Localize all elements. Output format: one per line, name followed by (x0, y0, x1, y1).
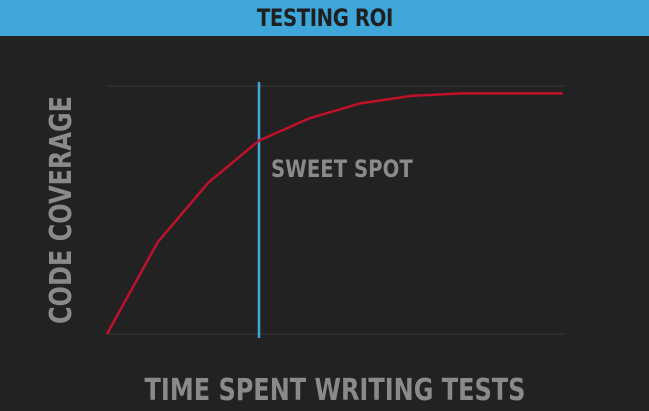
x-axis-label: TIME SPENT WRITING TESTS (145, 373, 526, 407)
sweet-spot-label: SWEET SPOT (271, 156, 413, 183)
slide-title: TESTING ROI (256, 4, 393, 32)
coverage-curve (105, 92, 563, 335)
title-bar: TESTING ROI (0, 0, 649, 36)
y-axis-label: CODE COVERAGE (44, 96, 78, 324)
